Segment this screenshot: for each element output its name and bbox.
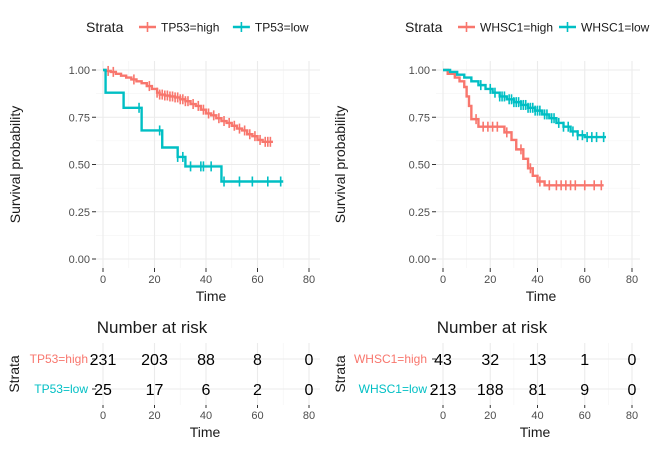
risk-x-axis-title: Time (190, 424, 221, 440)
risk-count: 43 (434, 352, 452, 369)
risk-x-tick-label: 40 (531, 410, 543, 422)
y-tick-label: 0.50 (409, 160, 430, 172)
legend-entry-label: WHSC1=low (581, 21, 650, 35)
y-tick-label: 0.25 (409, 207, 430, 219)
axes: 0.00 0.25 0.50 0.75 1.00 0 20 40 60 80 Time Surviva… (332, 65, 638, 304)
risk-count: 13 (529, 352, 547, 369)
km-panel-left: Strata TP53=high TP53=low 0.00 0.25 0.50 0.75 1… (6, 19, 320, 440)
x-axis-title: Time (526, 288, 557, 304)
risk-row-label: TP53=high (30, 352, 88, 366)
risk-count: 1 (580, 352, 589, 369)
legend: Strata WHSC1=high WHSC1=low (405, 19, 650, 35)
y-axis-title: Survival probability (332, 106, 348, 224)
legend-key-0 (458, 22, 475, 32)
risk-x-tick-label: 20 (484, 410, 496, 422)
risk-count: 8 (253, 352, 262, 369)
risk-row-label: WHSC1=high (354, 352, 427, 366)
legend-key-1 (232, 22, 250, 32)
risk-count: 231 (90, 352, 117, 369)
risk-count: 88 (197, 352, 215, 369)
y-tick-label: 0.75 (69, 112, 90, 124)
legend: Strata TP53=high TP53=low (86, 19, 309, 35)
legend-title: Strata (86, 19, 124, 35)
risk-row-label: TP53=low (34, 382, 88, 396)
risk-count: 6 (202, 382, 211, 399)
x-tick-label: 60 (579, 274, 591, 286)
series-TP53=low (103, 68, 284, 187)
y-tick-label: 1.00 (69, 65, 90, 77)
risk-count: 2 (253, 382, 262, 399)
y-tick-label: 0.25 (69, 207, 90, 219)
risk-count: 17 (146, 382, 164, 399)
y-tick-label: 0.00 (69, 254, 90, 266)
y-axis-title: Survival probability (7, 106, 23, 224)
series-TP53=high (103, 65, 273, 147)
y-tick-label: 1.00 (409, 65, 430, 77)
x-tick-label: 40 (200, 274, 212, 286)
risk-x-axis-title: Time (520, 424, 551, 440)
risk-count: 0 (305, 352, 314, 369)
km-panel-right: Strata WHSC1=high WHSC1=low 0.00 0.25 0.50 0.7… (332, 19, 650, 440)
risk-x-tick-label: 80 (626, 410, 638, 422)
x-tick-label: 20 (148, 274, 160, 286)
risk-x-tick-label: 60 (579, 410, 591, 422)
risk-y-axis-title: Strata (6, 355, 22, 393)
risk-x-tick-label: 0 (100, 410, 106, 422)
gridlines (436, 61, 640, 268)
risk-count: 0 (628, 382, 637, 399)
risk-count: 9 (580, 382, 589, 399)
survival-curve (443, 68, 607, 139)
x-tick-label: 20 (484, 274, 496, 286)
legend-entry-label: TP53=low (255, 21, 309, 35)
x-axis-title: Time (196, 288, 227, 304)
legend-key-1 (559, 22, 576, 32)
y-tick-label: 0.75 (409, 112, 430, 124)
risk-count: 25 (94, 382, 112, 399)
risk-count: 0 (305, 382, 314, 399)
risk-x-tick-label: 60 (251, 410, 263, 422)
legend-entry-label: WHSC1=high (480, 21, 553, 35)
x-tick-label: 0 (440, 274, 446, 286)
survival-curve (443, 68, 604, 187)
y-tick-label: 0.50 (69, 160, 90, 172)
legend-key-0 (139, 22, 156, 32)
series-WHSC1=high (443, 68, 604, 191)
risk-y-axis-title: Strata (332, 355, 348, 393)
risk-x-tick-label: 80 (303, 410, 315, 422)
risk-table-title: Number at risk (437, 318, 548, 337)
risk-table: Number at risk WHSC1=high 43 32 13 1 0 WHSC1=lo… (332, 318, 640, 440)
axes: 0.00 0.25 0.50 0.75 1.00 0 20 40 60 80 Time Surviva… (7, 65, 315, 304)
risk-x-tick-label: 20 (148, 410, 160, 422)
x-tick-label: 60 (251, 274, 263, 286)
y-tick-label: 0.00 (409, 254, 430, 266)
risk-count: 213 (430, 382, 457, 399)
risk-row-label: WHSC1=low (359, 382, 428, 396)
risk-count: 203 (141, 352, 168, 369)
series-WHSC1=low (443, 68, 607, 143)
risk-count: 32 (481, 352, 499, 369)
risk-x-tick-label: 0 (440, 410, 446, 422)
x-tick-label: 40 (531, 274, 543, 286)
gridlines (96, 61, 320, 268)
legend-entry-label: TP53=high (161, 21, 219, 35)
risk-count: 81 (529, 382, 547, 399)
risk-count: 188 (477, 382, 504, 399)
x-tick-label: 80 (626, 274, 638, 286)
legend-title: Strata (405, 19, 443, 35)
x-tick-label: 0 (100, 274, 106, 286)
risk-count: 0 (628, 352, 637, 369)
risk-x-tick-label: 40 (200, 410, 212, 422)
risk-table-title: Number at risk (97, 318, 208, 337)
x-tick-label: 80 (303, 274, 315, 286)
